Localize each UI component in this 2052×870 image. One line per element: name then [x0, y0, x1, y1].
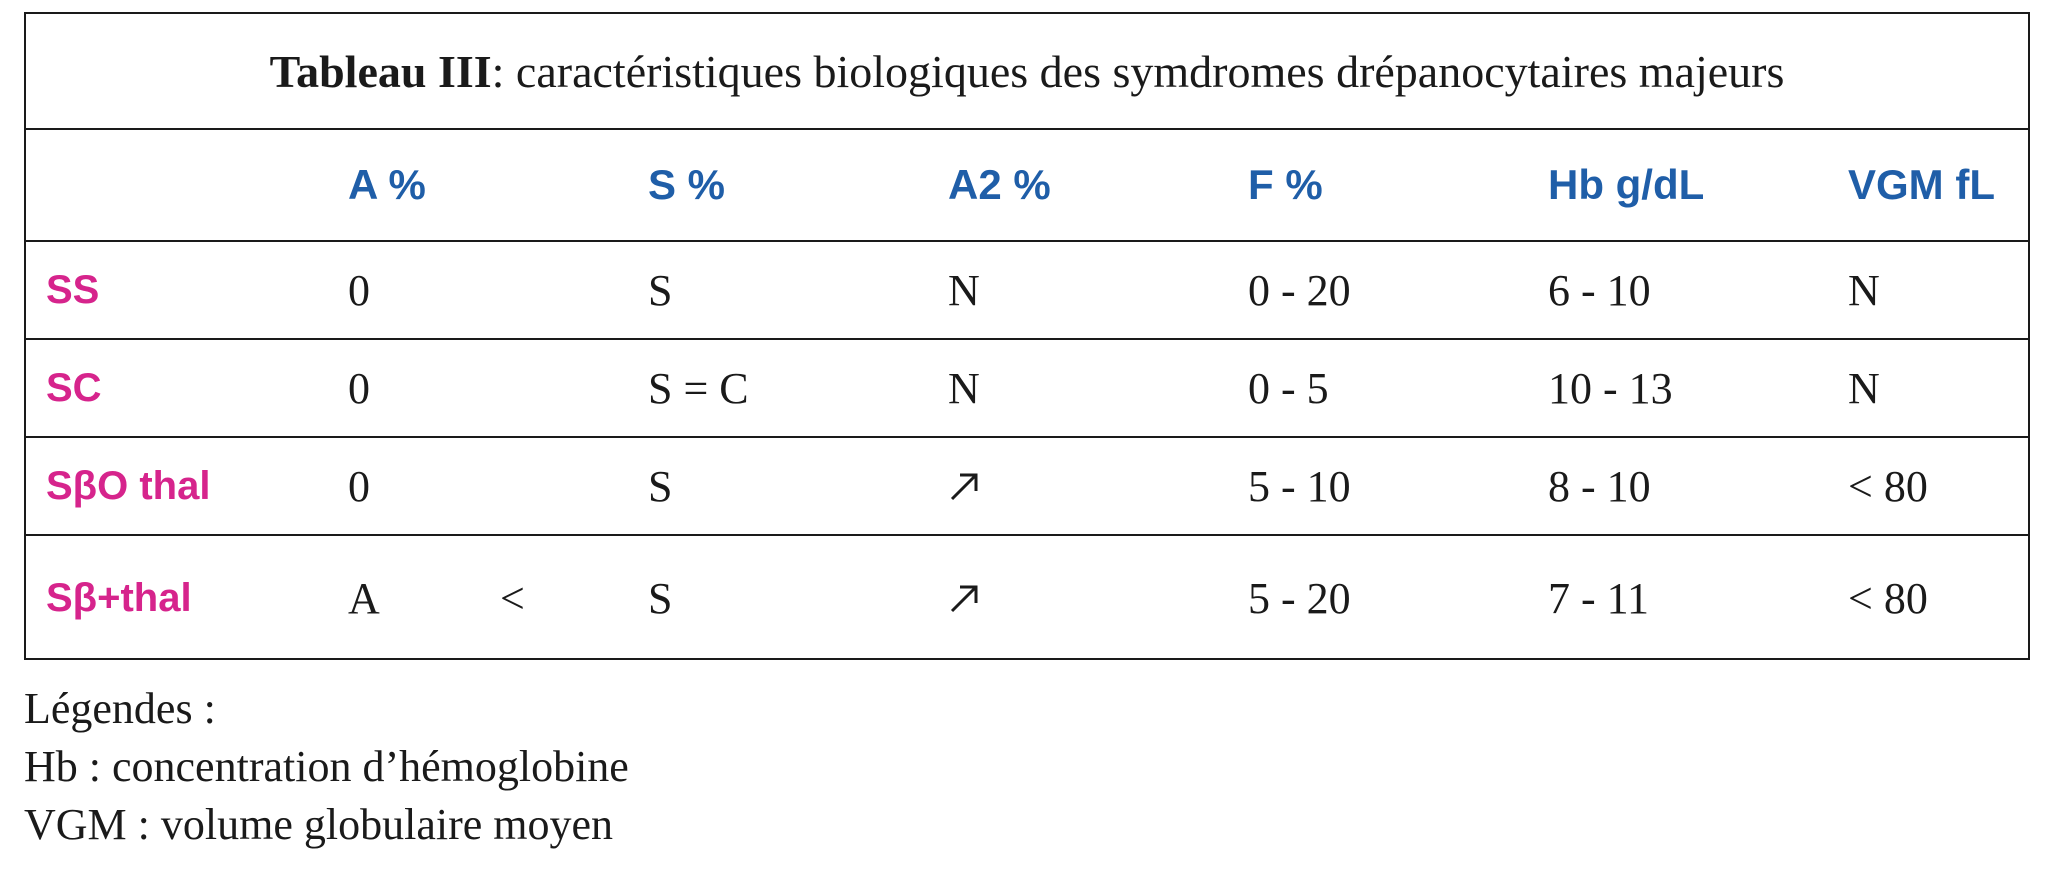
row-label: Sβ+thal — [46, 575, 192, 620]
table-header-row: A % S % A2 % F % Hb g/dL VGM fL — [26, 130, 2028, 242]
cell-a: 0 — [348, 265, 370, 315]
cell-vgm: < 80 — [1848, 461, 1928, 511]
cell-a-comparison: < — [500, 573, 525, 623]
table-caption-label: Tableau III — [269, 45, 492, 97]
cell-f: 5 - 10 — [1248, 461, 1351, 511]
cell-vgm: N — [1848, 363, 1880, 413]
cell-vgm: N — [1848, 265, 1880, 315]
increase-arrow-icon — [948, 536, 982, 660]
cell-vgm: < 80 — [1848, 573, 1928, 623]
cell-s: S = C — [648, 363, 749, 413]
row-label: SC — [46, 365, 102, 410]
table-row: SS 0 S N 0 - 20 6 - 10 N — [26, 242, 2028, 340]
table-caption: Tableau III : caractéristiques biologiqu… — [26, 14, 2028, 130]
cell-f: 0 - 5 — [1248, 363, 1329, 413]
table-row: SC 0 S = C N 0 - 5 10 - 13 N — [26, 340, 2028, 438]
cell-hb: 6 - 10 — [1548, 265, 1651, 315]
column-header-f: F % — [1248, 161, 1323, 208]
column-header-a: A % — [348, 161, 426, 208]
legend-item: VGM : volume globulaire moyen — [24, 800, 614, 849]
cell-a: 0 — [348, 461, 370, 511]
cell-a2: N — [948, 363, 980, 413]
legend-title: Légendes : — [24, 684, 216, 733]
table-row: Sβ+thal A < S 5 - 20 7 - 11 < 80 — [26, 536, 2028, 660]
cell-s: S — [648, 461, 673, 511]
column-header-vgm: VGM fL — [1848, 161, 1995, 208]
cell-hb: 8 - 10 — [1548, 461, 1651, 511]
cell-a: A — [348, 573, 380, 623]
table-caption-text: : caractéristiques biologiques des symdr… — [491, 45, 1785, 97]
cell-s: S — [648, 265, 673, 315]
table-row: SβO thal 0 S 5 - 10 8 - 10 < 80 — [26, 438, 2028, 536]
cell-s: S — [648, 573, 673, 623]
row-label: SS — [46, 267, 100, 312]
legend-item: Hb : concentration d’hémoglobine — [24, 742, 629, 791]
column-header-a2: A2 % — [948, 161, 1051, 208]
legend-block: Légendes : Hb : concentration d’hémoglob… — [24, 680, 629, 854]
cell-a2: N — [948, 265, 980, 315]
cell-f: 5 - 20 — [1248, 573, 1351, 623]
biological-characteristics-table: Tableau III : caractéristiques biologiqu… — [24, 12, 2030, 660]
cell-a: 0 — [348, 363, 370, 413]
column-header-s: S % — [648, 161, 726, 208]
column-header-hb: Hb g/dL — [1548, 161, 1705, 208]
cell-hb: 10 - 13 — [1548, 363, 1673, 413]
row-label: SβO thal — [46, 463, 211, 508]
cell-f: 0 - 20 — [1248, 265, 1351, 315]
cell-hb: 7 - 11 — [1548, 573, 1650, 623]
increase-arrow-icon — [948, 438, 982, 534]
